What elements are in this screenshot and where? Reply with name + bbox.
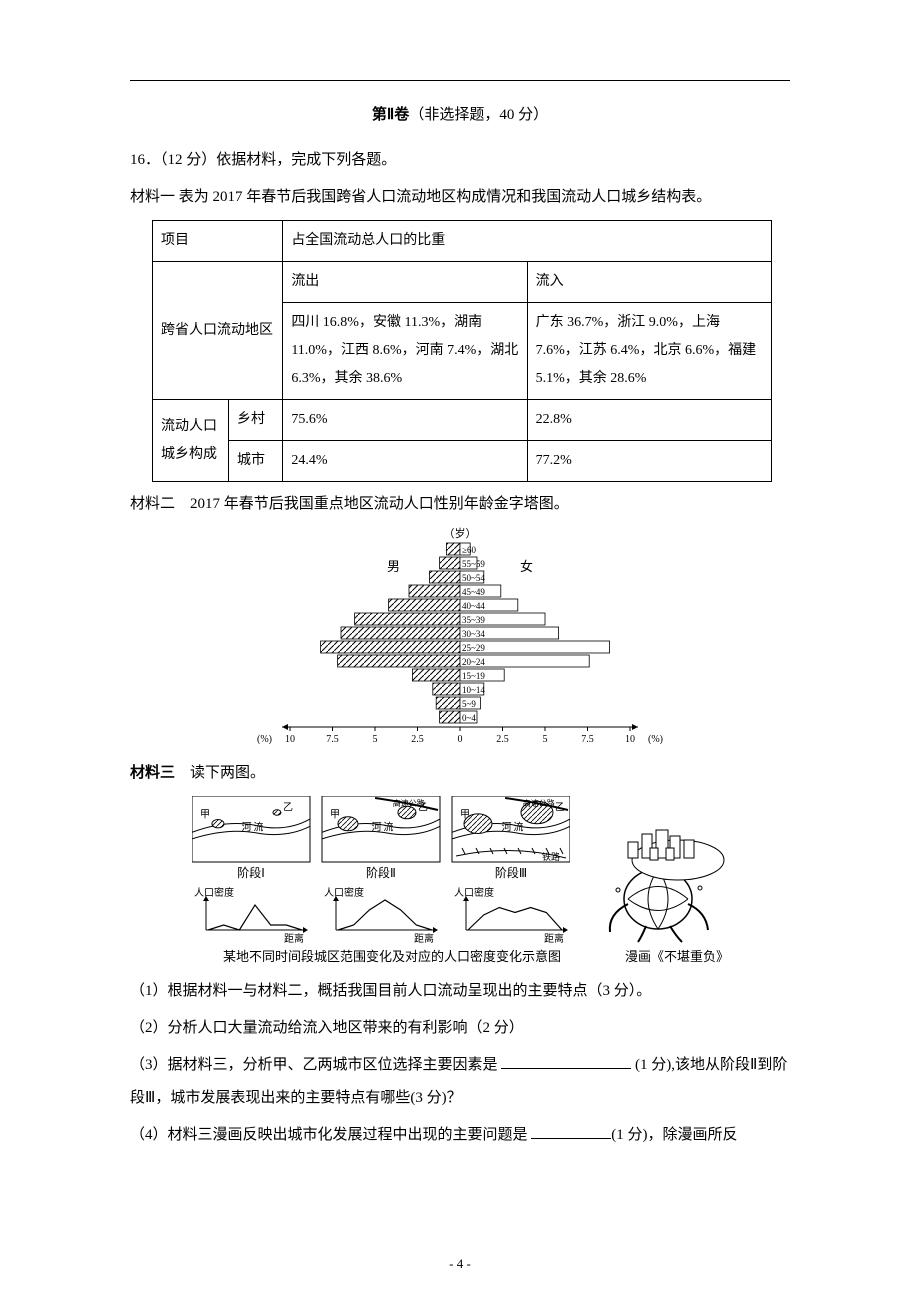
- svg-text:25~29: 25~29: [462, 643, 485, 653]
- out-label: 流出: [283, 262, 527, 303]
- urban-label: 城市: [229, 441, 283, 482]
- svg-text:5: 5: [543, 734, 548, 745]
- q16-stem: 16．（12 分）依据材料，完成下列各题。: [130, 144, 790, 177]
- q16-sub2: （2）分析人口大量流动给流入地区带来的有利影响（2 分）: [130, 1012, 790, 1045]
- q16-sub4-a: （4）材料三漫画反映出城市化发展过程中出现的主要问题是: [130, 1127, 531, 1143]
- page-footer: - 4 -: [0, 1256, 920, 1272]
- material3-label: 材料三: [130, 765, 175, 781]
- q16-sub3-a: （3）据材料三，分析甲、乙两城市区位选择主要因素是: [130, 1057, 501, 1073]
- stages-diagram: 甲河流乙甲河流乙高速公路甲河流乙高速公路铁路阶段Ⅰ阶段Ⅱ阶段Ⅲ人口密度距离人口密…: [192, 796, 570, 944]
- in-label: 流入: [527, 262, 771, 303]
- cartoon-diagram: [588, 804, 738, 944]
- rural-label: 乡村: [229, 400, 283, 441]
- svg-text:30~34: 30~34: [462, 629, 485, 639]
- svg-text:35~39: 35~39: [462, 615, 485, 625]
- svg-text:阶段Ⅲ: 阶段Ⅲ: [495, 865, 527, 880]
- svg-text:甲: 甲: [460, 810, 470, 821]
- urbanrural-label: 流动人口城乡构成: [153, 400, 229, 482]
- section-title: 第Ⅱ卷（非选择题，40 分）: [130, 103, 790, 124]
- cross-province-label: 跨省人口流动地区: [153, 262, 283, 400]
- table-row: 跨省人口流动地区 流出 流入: [153, 262, 772, 303]
- svg-text:55~59: 55~59: [462, 559, 485, 569]
- svg-text:甲: 甲: [200, 810, 210, 821]
- rural-out: 75.6%: [283, 400, 527, 441]
- svg-text:铁路: 铁路: [542, 851, 560, 862]
- table-row: 流动人口城乡构成 乡村 75.6% 22.8%: [153, 400, 772, 441]
- svg-text:高速公路: 高速公路: [523, 798, 555, 808]
- svg-text:(%): (%): [257, 734, 272, 745]
- svg-text:(%): (%): [648, 734, 663, 745]
- material3-intro: 材料三 读下两图。: [130, 757, 790, 790]
- stages-caption: 某地不同时间段城区范围变化及对应的人口密度变化示意图: [192, 946, 592, 965]
- svg-text:甲: 甲: [330, 810, 340, 821]
- q16-sub4: （4）材料三漫画反映出城市化发展过程中出现的主要问题是 (1 分)，除漫画所反: [130, 1119, 790, 1152]
- svg-text:人口密度: 人口密度: [454, 886, 494, 899]
- table-row: 项目 占全国流动总人口的比重: [153, 221, 772, 262]
- svg-text:0: 0: [458, 734, 463, 745]
- svg-text:女: 女: [520, 559, 533, 574]
- svg-text:阶段Ⅰ: 阶段Ⅰ: [237, 865, 265, 880]
- svg-text:5: 5: [373, 734, 378, 745]
- out-detail: 四川 16.8%，安徽 11.3%，湖南 11.0%，江西 8.6%，河南 7.…: [283, 303, 527, 400]
- svg-text:7.5: 7.5: [326, 734, 339, 745]
- svg-text:乙: 乙: [283, 802, 293, 814]
- svg-text:40~44: 40~44: [462, 601, 485, 611]
- material1-intro: 材料一 表为 2017 年春节后我国跨省人口流动地区构成情况和我国流动人口城乡结…: [130, 181, 790, 214]
- svg-text:距离: 距离: [544, 932, 564, 944]
- svg-text:阶段Ⅱ: 阶段Ⅱ: [366, 865, 396, 880]
- th-item: 项目: [153, 221, 283, 262]
- svg-text:10: 10: [285, 734, 295, 745]
- svg-text:10~14: 10~14: [462, 685, 485, 695]
- svg-text:距离: 距离: [414, 932, 434, 944]
- svg-text:河: 河: [372, 821, 382, 833]
- cartoon-caption: 漫画《不堪重负》: [592, 946, 762, 965]
- in-detail: 广东 36.7%，浙江 9.0%，上海 7.6%，江苏 6.4%，北京 6.6%…: [527, 303, 771, 400]
- svg-text:20~24: 20~24: [462, 657, 485, 667]
- material2-intro: 材料二 2017 年春节后我国重点地区流动人口性别年龄金字塔图。: [130, 488, 790, 521]
- svg-text:（岁）: （岁）: [444, 526, 477, 540]
- svg-text:高速公路: 高速公路: [393, 798, 425, 808]
- section-title-bold: 第Ⅱ卷: [372, 107, 409, 123]
- svg-text:10: 10: [625, 734, 635, 745]
- svg-text:流: 流: [383, 820, 393, 833]
- svg-text:≥60: ≥60: [462, 545, 476, 555]
- flow-table: 项目 占全国流动总人口的比重 跨省人口流动地区 流出 流入 四川 16.8%，安…: [152, 220, 772, 482]
- svg-text:45~49: 45~49: [462, 587, 485, 597]
- svg-text:人口密度: 人口密度: [194, 886, 234, 899]
- blank-line: [531, 1124, 611, 1139]
- q16-sub3: （3）据材料三，分析甲、乙两城市区位选择主要因素是 (1 分),该地从阶段Ⅱ到阶…: [130, 1049, 790, 1115]
- material3-rest: 读下两图。: [175, 765, 265, 781]
- svg-text:50~54: 50~54: [462, 573, 485, 583]
- q16-sub4-b: (1 分)，除漫画所反: [611, 1127, 737, 1143]
- rural-in: 22.8%: [527, 400, 771, 441]
- svg-text:男: 男: [387, 559, 400, 574]
- section-title-rest: （非选择题，40 分）: [409, 107, 548, 123]
- svg-text:7.5: 7.5: [581, 734, 594, 745]
- page: 第Ⅱ卷（非选择题，40 分） 16．（12 分）依据材料，完成下列各题。 材料一…: [0, 0, 920, 1302]
- svg-text:0~4: 0~4: [462, 713, 476, 723]
- table-row: 城市 24.4% 77.2%: [153, 441, 772, 482]
- pyramid-wrap: （岁） ≥60 55~59 50~54 45~49 40~44 35~39 30~34 25~2…: [230, 525, 690, 751]
- svg-text:流: 流: [513, 820, 523, 833]
- th-ratio: 占全国流动总人口的比重: [283, 221, 772, 262]
- q16-sub1: （1）根据材料一与材料二，概括我国目前人口流动呈现出的主要特点（3 分）。: [130, 975, 790, 1008]
- svg-text:5~9: 5~9: [462, 699, 476, 709]
- figure-row: 甲河流乙甲河流乙高速公路甲河流乙高速公路铁路阶段Ⅰ阶段Ⅱ阶段Ⅲ人口密度距离人口密…: [192, 796, 790, 944]
- urban-in: 77.2%: [527, 441, 771, 482]
- svg-text:距离: 距离: [284, 932, 304, 944]
- top-rule: [130, 80, 790, 81]
- svg-text:河: 河: [242, 821, 252, 833]
- population-pyramid: （岁） ≥60 55~59 50~54 45~49 40~44 35~39 30~34 25~2…: [250, 525, 670, 751]
- svg-text:2.5: 2.5: [411, 734, 424, 745]
- figure-captions: 某地不同时间段城区范围变化及对应的人口密度变化示意图 漫画《不堪重负》: [192, 946, 790, 965]
- svg-text:人口密度: 人口密度: [324, 886, 364, 899]
- urban-out: 24.4%: [283, 441, 527, 482]
- svg-text:河: 河: [502, 821, 512, 833]
- svg-text:15~19: 15~19: [462, 671, 485, 681]
- svg-text:流: 流: [253, 820, 263, 833]
- svg-text:2.5: 2.5: [496, 734, 509, 745]
- blank-line: [501, 1054, 631, 1069]
